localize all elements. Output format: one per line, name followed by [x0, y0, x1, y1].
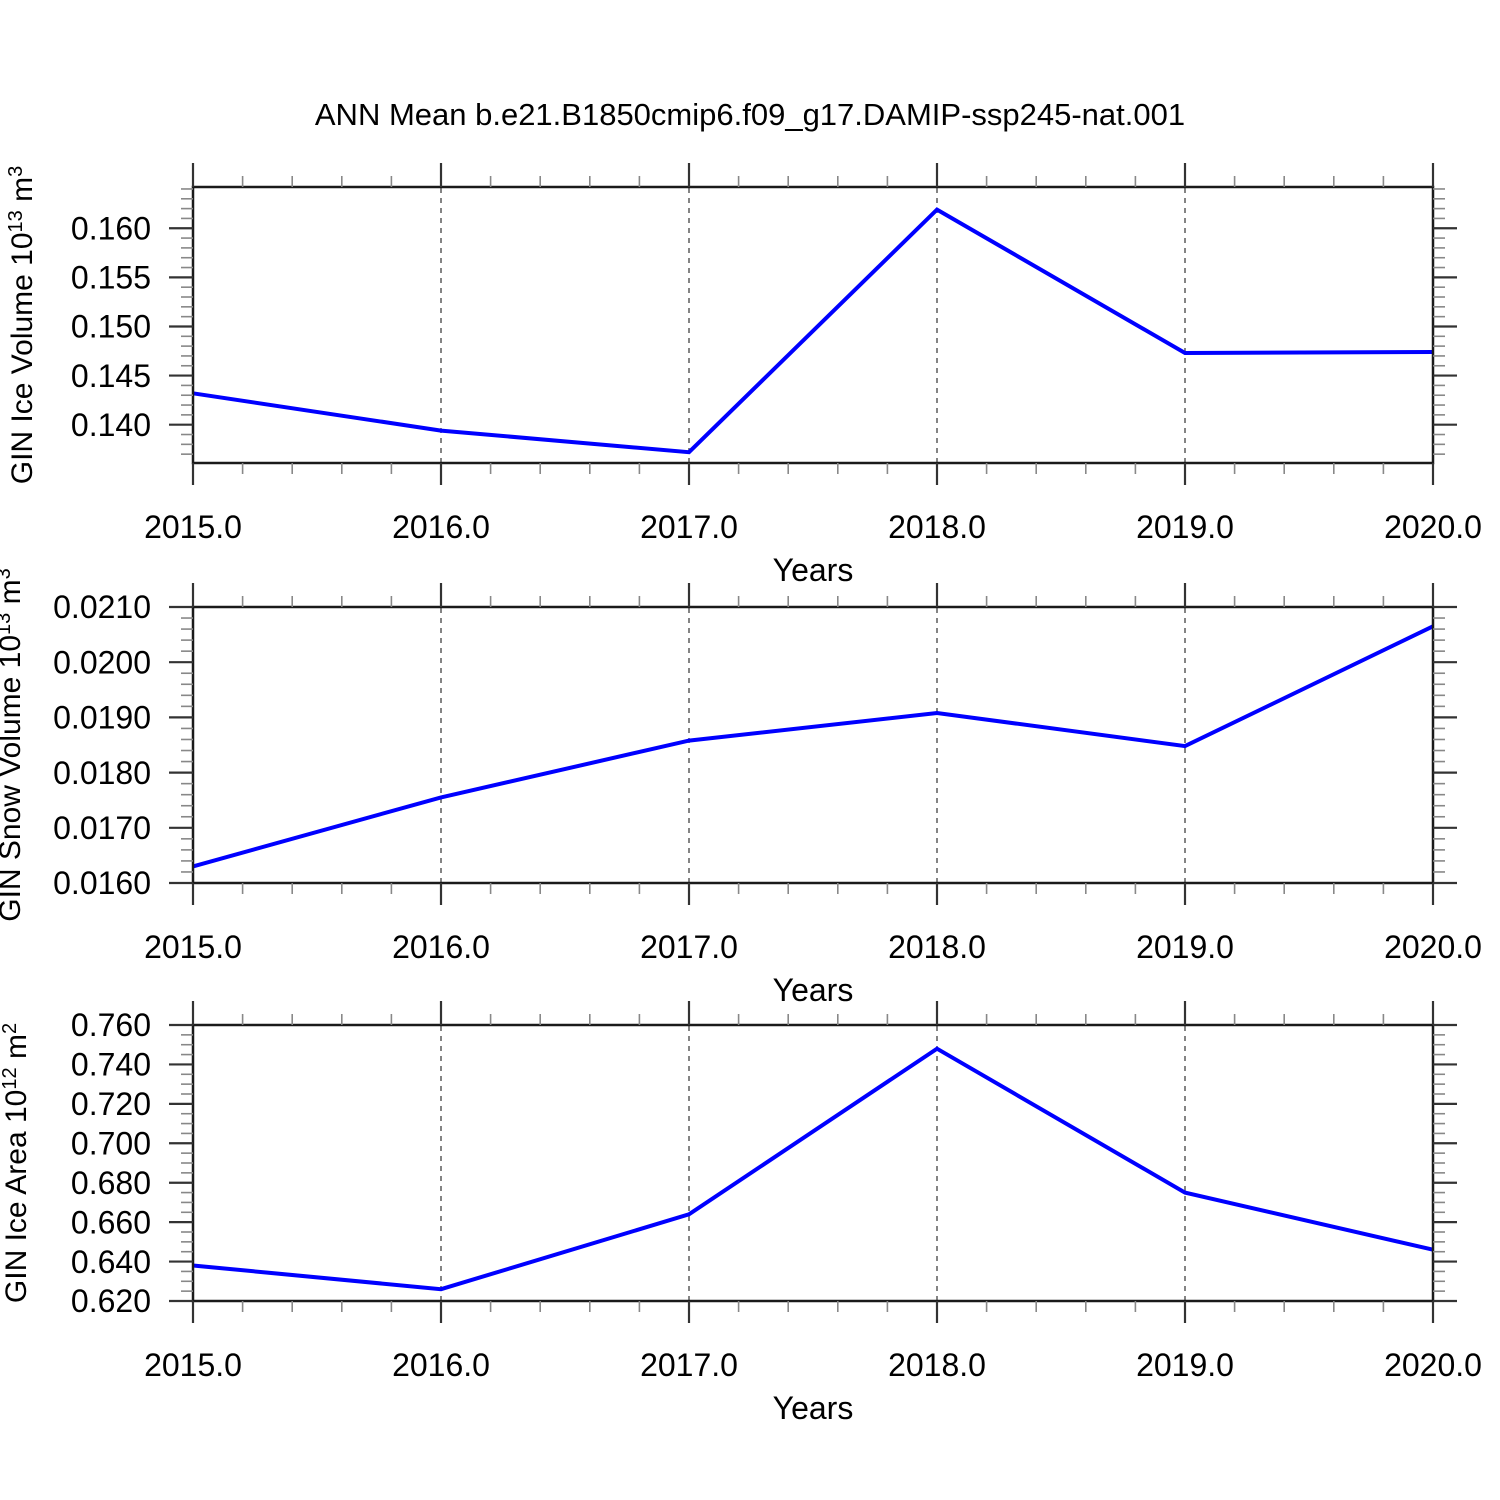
y-axis-title-sup: 3 [5, 166, 27, 177]
y-tick-label: 0.660 [71, 1204, 151, 1240]
y-tick-label: 0.145 [71, 358, 151, 394]
y-tick-label: 0.640 [71, 1244, 151, 1280]
plot-frame [191, 605, 1435, 885]
x-tick-label: 2020.0 [1384, 509, 1482, 545]
y-axis-title: GIN Ice Area 1012 m2 [0, 1023, 33, 1303]
x-tick-label: 2016.0 [392, 1347, 490, 1383]
y-tick-label: 0.0210 [53, 589, 151, 625]
y-axis-title-sup: 3 [0, 568, 15, 579]
x-axis-title: Years [773, 1390, 854, 1426]
y-axis-title-sup: 12 [0, 1067, 21, 1089]
panel-1: 2015.0 2016.0 2017.0 2018.0 2019.0 2020.0 0.14… [5, 163, 1482, 588]
x-tick-label: 2015.0 [144, 509, 242, 545]
y-axis-title-sup: 13 [0, 613, 15, 635]
y-tick-label: 0.0190 [53, 700, 151, 736]
x-tick-label: 2016.0 [392, 929, 490, 965]
y-tick-label: 0.160 [71, 210, 151, 246]
data-line [192, 1046, 1434, 1292]
chart-title: ANN Mean b.e21.B1850cmip6.f09_g17.DAMIP-… [314, 97, 1186, 132]
y-tick-label: 0.0180 [53, 755, 151, 791]
x-tick-label: 2017.0 [640, 1347, 738, 1383]
x-tick-label: 2020.0 [1384, 929, 1482, 965]
y-axis-title: GIN Snow Volume 1013 m3 [0, 568, 27, 922]
y-tick-label: 0.760 [71, 1007, 151, 1043]
y-axis-title-sup: 2 [0, 1023, 21, 1034]
x-tick-label: 2017.0 [640, 929, 738, 965]
x-tick-label: 2018.0 [888, 1347, 986, 1383]
y-tick-label: 0.620 [71, 1283, 151, 1319]
y-tick-label: 0.0160 [53, 865, 151, 901]
x-tick-label: 2015.0 [144, 1347, 242, 1383]
x-tick-label: 2018.0 [888, 929, 986, 965]
plot-frame [191, 1023, 1435, 1303]
y-axis-title-text: GIN Snow Volume 10 [0, 635, 27, 922]
y-tick-label: 0.140 [71, 407, 151, 443]
x-tick-label: 2015.0 [144, 929, 242, 965]
y-tick-label: 0.720 [71, 1086, 151, 1122]
y-tick-label: 0.150 [71, 309, 151, 345]
x-tick-label: 2016.0 [392, 509, 490, 545]
y-tick-label: 0.0170 [53, 810, 151, 846]
y-axis-title-sup: 13 [5, 210, 27, 232]
y-tick-label: 0.700 [71, 1125, 151, 1161]
x-tick-label: 2017.0 [640, 509, 738, 545]
y-tick-label: 0.155 [71, 260, 151, 296]
x-tick-label: 2018.0 [888, 509, 986, 545]
y-tick-label: 0.740 [71, 1047, 151, 1083]
y-axis-title-text: m [6, 177, 39, 210]
y-axis-title-text: GIN Ice Volume 10 [6, 232, 39, 484]
data-line [192, 624, 1434, 869]
x-tick-label: 2019.0 [1136, 509, 1234, 545]
y-tick-label: 0.0200 [53, 644, 151, 680]
panel-3: 2015.0 2016.0 2017.0 2018.0 2019.0 2020.0 0.62… [0, 1001, 1482, 1426]
y-tick-label: 0.680 [71, 1165, 151, 1201]
panel-2: 2015.0 2016.0 2017.0 2018.0 2019.0 2020.0 0.01… [0, 568, 1482, 1008]
x-tick-label: 2019.0 [1136, 1347, 1234, 1383]
x-axis-title: Years [773, 972, 854, 1008]
y-axis-title: GIN Ice Volume 1013 m3 [5, 166, 39, 485]
y-axis-title-text: GIN Ice Area 10 [0, 1090, 33, 1303]
x-axis-title: Years [773, 552, 854, 588]
x-tick-label: 2020.0 [1384, 1347, 1482, 1383]
y-axis-title-text: m [0, 579, 27, 612]
data-line [192, 207, 1434, 455]
x-tick-label: 2019.0 [1136, 929, 1234, 965]
plot-frame [191, 185, 1435, 465]
y-axis-title-text: m [0, 1034, 33, 1067]
